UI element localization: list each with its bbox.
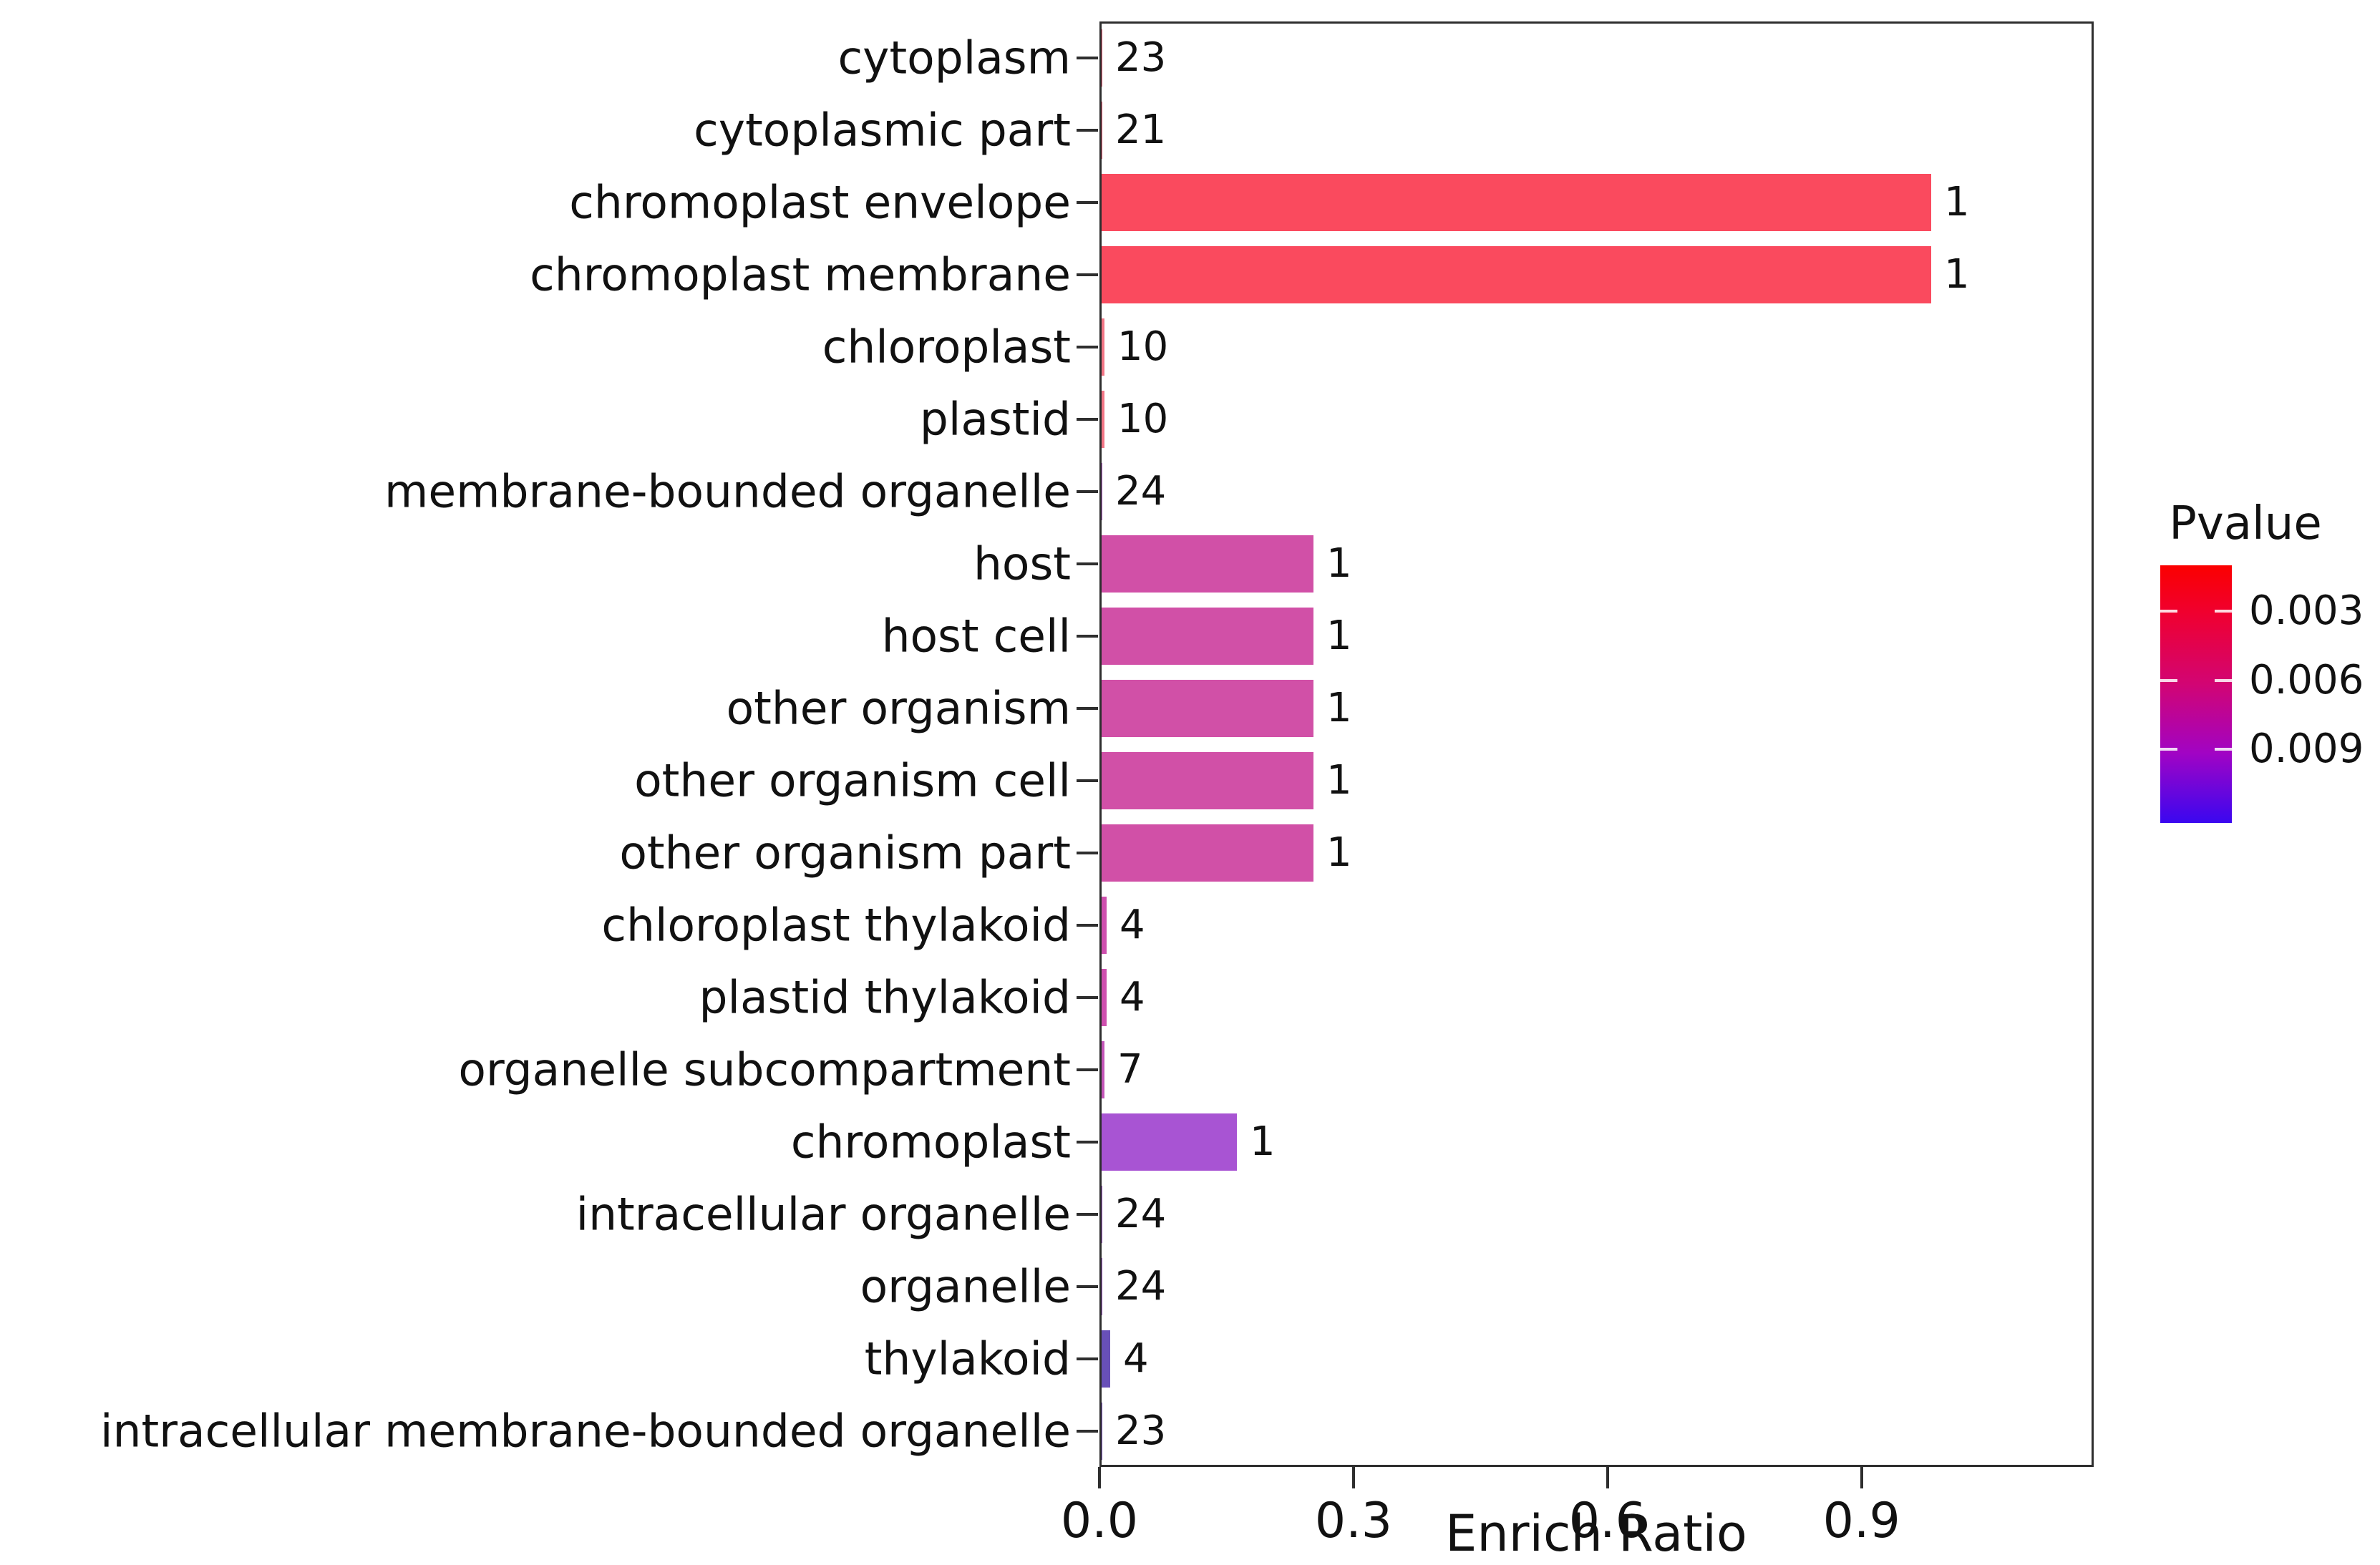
x-tick-mark bbox=[1098, 1467, 1101, 1488]
y-tick-mark bbox=[1077, 995, 1098, 999]
x-tick-label: 0.9 bbox=[1822, 1493, 1900, 1549]
colorbar-tick-label: 0.009 bbox=[2249, 726, 2364, 773]
x-tick-label: 0.3 bbox=[1314, 1493, 1392, 1549]
y-axis-label: chloroplast thylakoid bbox=[601, 899, 1071, 951]
y-axis-label: chromoplast membrane bbox=[530, 248, 1071, 301]
bar-chloroplast-thylakoid bbox=[1102, 896, 1107, 954]
x-axis-title: Enrich Ratio bbox=[1445, 1504, 1747, 1563]
y-axis-label: cytoplasmic part bbox=[694, 104, 1071, 156]
bar-chromoplast-envelope bbox=[1102, 173, 1931, 231]
colorbar-tick-left bbox=[2160, 610, 2177, 613]
y-axis-label: plastid thylakoid bbox=[699, 971, 1071, 1023]
colorbar-tick-label: 0.006 bbox=[2249, 656, 2364, 703]
y-axis-label: thylakoid bbox=[864, 1332, 1071, 1385]
y-tick-mark bbox=[1077, 489, 1098, 493]
y-tick-mark bbox=[1077, 1212, 1098, 1216]
bar-count-label: 1 bbox=[1326, 540, 1352, 587]
bar-count-label: 23 bbox=[1115, 34, 1167, 81]
y-tick-mark bbox=[1077, 273, 1098, 276]
y-axis-label: other organism part bbox=[619, 827, 1071, 879]
y-tick-mark bbox=[1077, 923, 1098, 927]
y-axis-label: host cell bbox=[881, 610, 1071, 662]
y-tick-mark bbox=[1077, 1068, 1098, 1071]
bar-count-label: 21 bbox=[1115, 106, 1167, 153]
bar-count-label: 4 bbox=[1119, 901, 1145, 948]
bar-chloroplast bbox=[1102, 318, 1104, 376]
y-tick-mark bbox=[1077, 128, 1098, 132]
y-tick-mark bbox=[1077, 1429, 1098, 1433]
colorbar-tick-left bbox=[2160, 748, 2177, 751]
y-tick-mark bbox=[1077, 562, 1098, 565]
colorbar-tick-label: 0.003 bbox=[2249, 588, 2364, 635]
bar-thylakoid bbox=[1102, 1330, 1110, 1388]
colorbar-tick-right bbox=[2215, 678, 2232, 682]
y-tick-mark bbox=[1077, 779, 1098, 782]
bar-count-label: 24 bbox=[1115, 467, 1167, 515]
bar-plastid-thylakoid bbox=[1102, 968, 1107, 1026]
bar-chromoplast-membrane bbox=[1102, 245, 1931, 303]
bar-host-cell bbox=[1102, 607, 1313, 665]
y-axis-label: host bbox=[973, 537, 1071, 590]
bar-count-label: 1 bbox=[1944, 250, 1970, 298]
y-tick-mark bbox=[1077, 706, 1098, 710]
y-axis-label: chloroplast bbox=[822, 321, 1071, 373]
y-tick-mark bbox=[1077, 1284, 1098, 1288]
colorbar-tick-left bbox=[2160, 678, 2177, 682]
x-tick-mark bbox=[1351, 1467, 1355, 1488]
colorbar-gradient bbox=[2160, 565, 2232, 823]
y-tick-mark bbox=[1077, 1357, 1098, 1360]
bar-count-label: 7 bbox=[1117, 1045, 1143, 1093]
bar-count-label: 1 bbox=[1944, 178, 1970, 225]
y-axis-label: membrane-bounded organelle bbox=[384, 465, 1071, 517]
bar-other-organism-cell bbox=[1102, 751, 1313, 809]
bar-count-label: 1 bbox=[1326, 684, 1352, 731]
bar-count-label: 4 bbox=[1123, 1335, 1149, 1382]
y-axis-label: chromoplast bbox=[790, 1116, 1071, 1168]
y-axis-label: chromoplast envelope bbox=[569, 176, 1071, 228]
bar-count-label: 23 bbox=[1115, 1407, 1167, 1454]
bar-count-label: 4 bbox=[1119, 973, 1145, 1020]
y-tick-mark bbox=[1077, 417, 1098, 421]
bar-organelle-subcompartment bbox=[1102, 1040, 1104, 1098]
y-tick-mark bbox=[1077, 200, 1098, 204]
bar-count-label: 1 bbox=[1326, 756, 1352, 804]
y-tick-mark bbox=[1077, 1140, 1098, 1144]
colorbar-tick-right bbox=[2215, 748, 2232, 751]
legend-title: Pvalue bbox=[2169, 497, 2322, 550]
colorbar-tick-right bbox=[2215, 610, 2232, 613]
bar-count-label: 24 bbox=[1115, 1262, 1167, 1310]
y-axis-label: other organism bbox=[726, 682, 1071, 734]
bar-plastid bbox=[1102, 390, 1104, 448]
x-tick-label: 0.0 bbox=[1060, 1493, 1139, 1549]
bar-chromoplast bbox=[1102, 1113, 1237, 1171]
x-tick-mark bbox=[1860, 1467, 1863, 1488]
bar-count-label: 24 bbox=[1115, 1190, 1167, 1237]
bar-count-label: 1 bbox=[1250, 1118, 1276, 1165]
y-tick-mark bbox=[1077, 634, 1098, 638]
bar-count-label: 10 bbox=[1117, 323, 1169, 370]
y-axis-label: organelle subcompartment bbox=[458, 1043, 1071, 1096]
y-tick-mark bbox=[1077, 345, 1098, 348]
bar-count-label: 1 bbox=[1326, 829, 1352, 876]
y-axis-label: organelle bbox=[860, 1260, 1071, 1312]
plot-area bbox=[1099, 21, 2094, 1467]
y-axis-label: plastid bbox=[919, 393, 1071, 445]
x-tick-mark bbox=[1606, 1467, 1609, 1488]
y-axis-label: other organism cell bbox=[634, 754, 1071, 806]
bar-other-organism bbox=[1102, 679, 1313, 737]
bar-count-label: 1 bbox=[1326, 612, 1352, 659]
x-tick-label: 0.6 bbox=[1568, 1493, 1646, 1549]
y-tick-mark bbox=[1077, 851, 1098, 854]
y-tick-mark bbox=[1077, 56, 1098, 59]
y-axis-label: cytoplasm bbox=[837, 31, 1071, 84]
y-axis-label: intracellular organelle bbox=[575, 1188, 1071, 1240]
bar-count-label: 10 bbox=[1117, 395, 1169, 442]
bar-host bbox=[1102, 535, 1313, 593]
bar-other-organism-part bbox=[1102, 824, 1313, 882]
y-axis-label: intracellular membrane-bounded organelle bbox=[100, 1405, 1071, 1457]
